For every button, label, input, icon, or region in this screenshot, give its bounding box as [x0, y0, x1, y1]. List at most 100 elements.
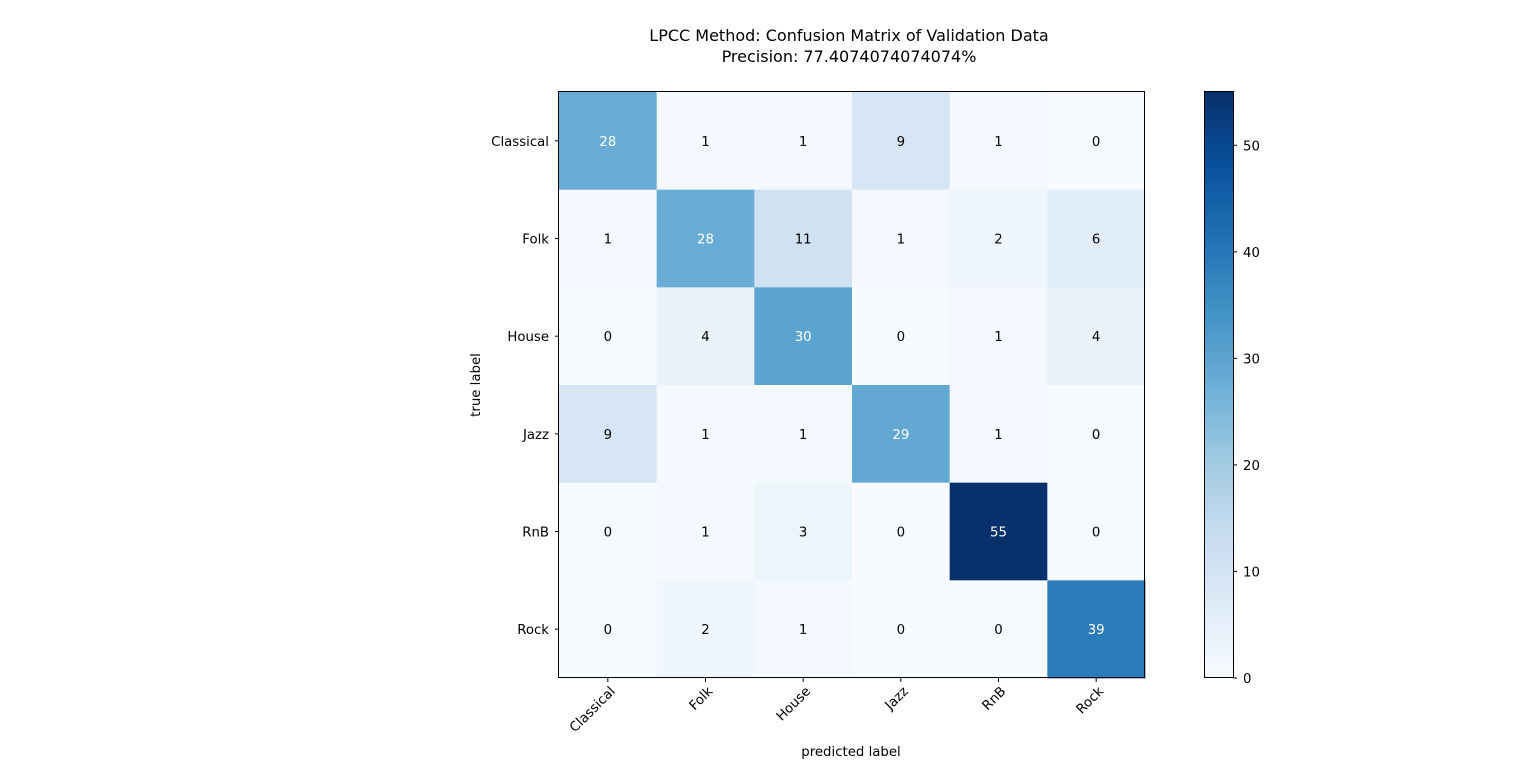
x-tick-label: Classical [567, 684, 619, 736]
heatmap-cell [656, 580, 755, 679]
cell-value-label: 29 [892, 428, 909, 443]
cell-value-label: 9 [604, 428, 612, 443]
cell-value-label: 1 [994, 428, 1002, 443]
heatmap-cell [559, 482, 658, 581]
heatmap-cell [1047, 92, 1146, 191]
heatmap-cell [754, 580, 853, 679]
x-tick-label: RnB [980, 684, 1010, 714]
cell-value-label: 0 [897, 623, 905, 638]
cell-value-label: 0 [604, 330, 612, 345]
heatmap-cell [1047, 189, 1146, 288]
cell-value-label: 1 [604, 233, 612, 248]
x-tick-label: Jazz [882, 684, 912, 714]
heatmap-cell [1047, 482, 1146, 581]
cell-value-label: 1 [897, 233, 905, 248]
cell-value-label: 0 [604, 623, 612, 638]
cell-value-label: 0 [1092, 526, 1100, 541]
colorbar-tick-label: 50 [1243, 139, 1260, 154]
cell-value-label: 6 [1092, 233, 1100, 248]
cell-value-label: 1 [994, 135, 1002, 150]
cell-value-label: 1 [994, 330, 1002, 345]
cell-value-label: 1 [799, 428, 807, 443]
x-axis-ticks: Classical Folk House Jazz RnB Rock [567, 678, 1107, 736]
cell-value-label: 0 [604, 526, 612, 541]
x-tick-label: Folk [687, 684, 717, 714]
heatmap-cell [949, 92, 1048, 191]
heatmap-cell [852, 482, 951, 581]
heatmap-cell [559, 385, 658, 484]
heatmap-cell [559, 92, 658, 191]
heatmap-cell [949, 482, 1048, 581]
heatmap-cell [656, 189, 755, 288]
y-tick-label: Jazz [522, 428, 549, 443]
heatmap-cell [852, 189, 951, 288]
y-tick-label: RnB [522, 526, 549, 541]
y-axis-label: true label [469, 353, 484, 417]
cell-value-label: 1 [701, 135, 709, 150]
colorbar-tick-label: 0 [1243, 672, 1251, 687]
cell-value-label: 28 [697, 233, 714, 248]
cell-value-label: 0 [897, 526, 905, 541]
cell-value-label: 1 [701, 428, 709, 443]
heatmap-cell [754, 482, 853, 581]
cell-value-label: 30 [795, 330, 812, 345]
colorbar-tick-label: 40 [1243, 246, 1260, 261]
heatmap-cell [656, 287, 755, 386]
chart-subtitle: Precision: 77.4074074074074% [722, 47, 977, 66]
colorbar-tick-label: 20 [1243, 459, 1260, 474]
heatmap-cell [949, 385, 1048, 484]
heatmap-cell [559, 580, 658, 679]
heatmap-cell [949, 189, 1048, 288]
y-tick-label: Folk [522, 233, 549, 248]
cell-value-label: 2 [994, 233, 1002, 248]
heatmap-cell [656, 92, 755, 191]
heatmap-cell [656, 385, 755, 484]
cell-value-label: 55 [990, 526, 1007, 541]
heatmap-cells [559, 92, 1146, 679]
heatmap-cell [754, 92, 853, 191]
cell-value-label: 4 [1092, 330, 1100, 345]
heatmap-cell [1047, 287, 1146, 386]
heatmap-cell-labels: 28 1 1 9 1 01 28 11 1 2 60 4 30 0 1 49 1 1 29 1 00 1 3 0 55 00 2 1 0… [599, 135, 1104, 638]
heatmap-cell [852, 287, 951, 386]
cell-value-label: 0 [1092, 135, 1100, 150]
cell-value-label: 4 [701, 330, 709, 345]
colorbar [1205, 92, 1233, 678]
cell-value-label: 0 [994, 623, 1002, 638]
heatmap-cell [754, 385, 853, 484]
heatmap-cell [559, 189, 658, 288]
y-tick-label: Rock [517, 623, 549, 638]
cell-value-label: 28 [599, 135, 616, 150]
heatmap-cell [949, 287, 1048, 386]
heatmap-cell [559, 287, 658, 386]
cell-value-label: 11 [795, 233, 812, 248]
heatmap-cell [852, 92, 951, 191]
heatmap-cell [754, 287, 853, 386]
x-axis-label: predicted label [801, 745, 900, 760]
y-tick-label: Classical [491, 135, 549, 150]
heatmap-cell [949, 580, 1048, 679]
cell-value-label: 0 [897, 330, 905, 345]
cell-value-label: 9 [897, 135, 905, 150]
cell-value-label: 0 [1092, 428, 1100, 443]
chart-title: LPCC Method: Confusion Matrix of Validat… [649, 26, 1048, 45]
heatmap-cell [1047, 580, 1146, 679]
cell-value-label: 2 [701, 623, 709, 638]
heatmap-cell [656, 482, 755, 581]
colorbar-tick-label: 30 [1243, 352, 1260, 367]
cell-value-label: 1 [701, 526, 709, 541]
colorbar-ticks: 0 10 20 30 40 50 [1233, 139, 1260, 687]
x-tick-label: Rock [1074, 684, 1107, 717]
cell-value-label: 3 [799, 526, 807, 541]
cell-value-label: 39 [1088, 623, 1105, 638]
cell-value-label: 1 [799, 623, 807, 638]
colorbar-frame [1204, 91, 1234, 678]
colorbar-tick-label: 10 [1243, 565, 1260, 580]
cell-value-label: 1 [799, 135, 807, 150]
heatmap-cell [852, 385, 951, 484]
x-tick-label: House [774, 684, 814, 724]
heatmap-cell [1047, 385, 1146, 484]
heatmap-cell [754, 189, 853, 288]
plot-frame [558, 91, 1145, 678]
